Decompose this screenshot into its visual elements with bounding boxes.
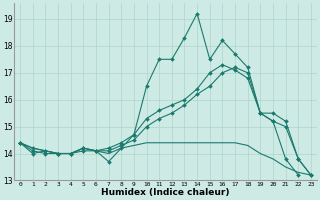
X-axis label: Humidex (Indice chaleur): Humidex (Indice chaleur) (101, 188, 230, 197)
